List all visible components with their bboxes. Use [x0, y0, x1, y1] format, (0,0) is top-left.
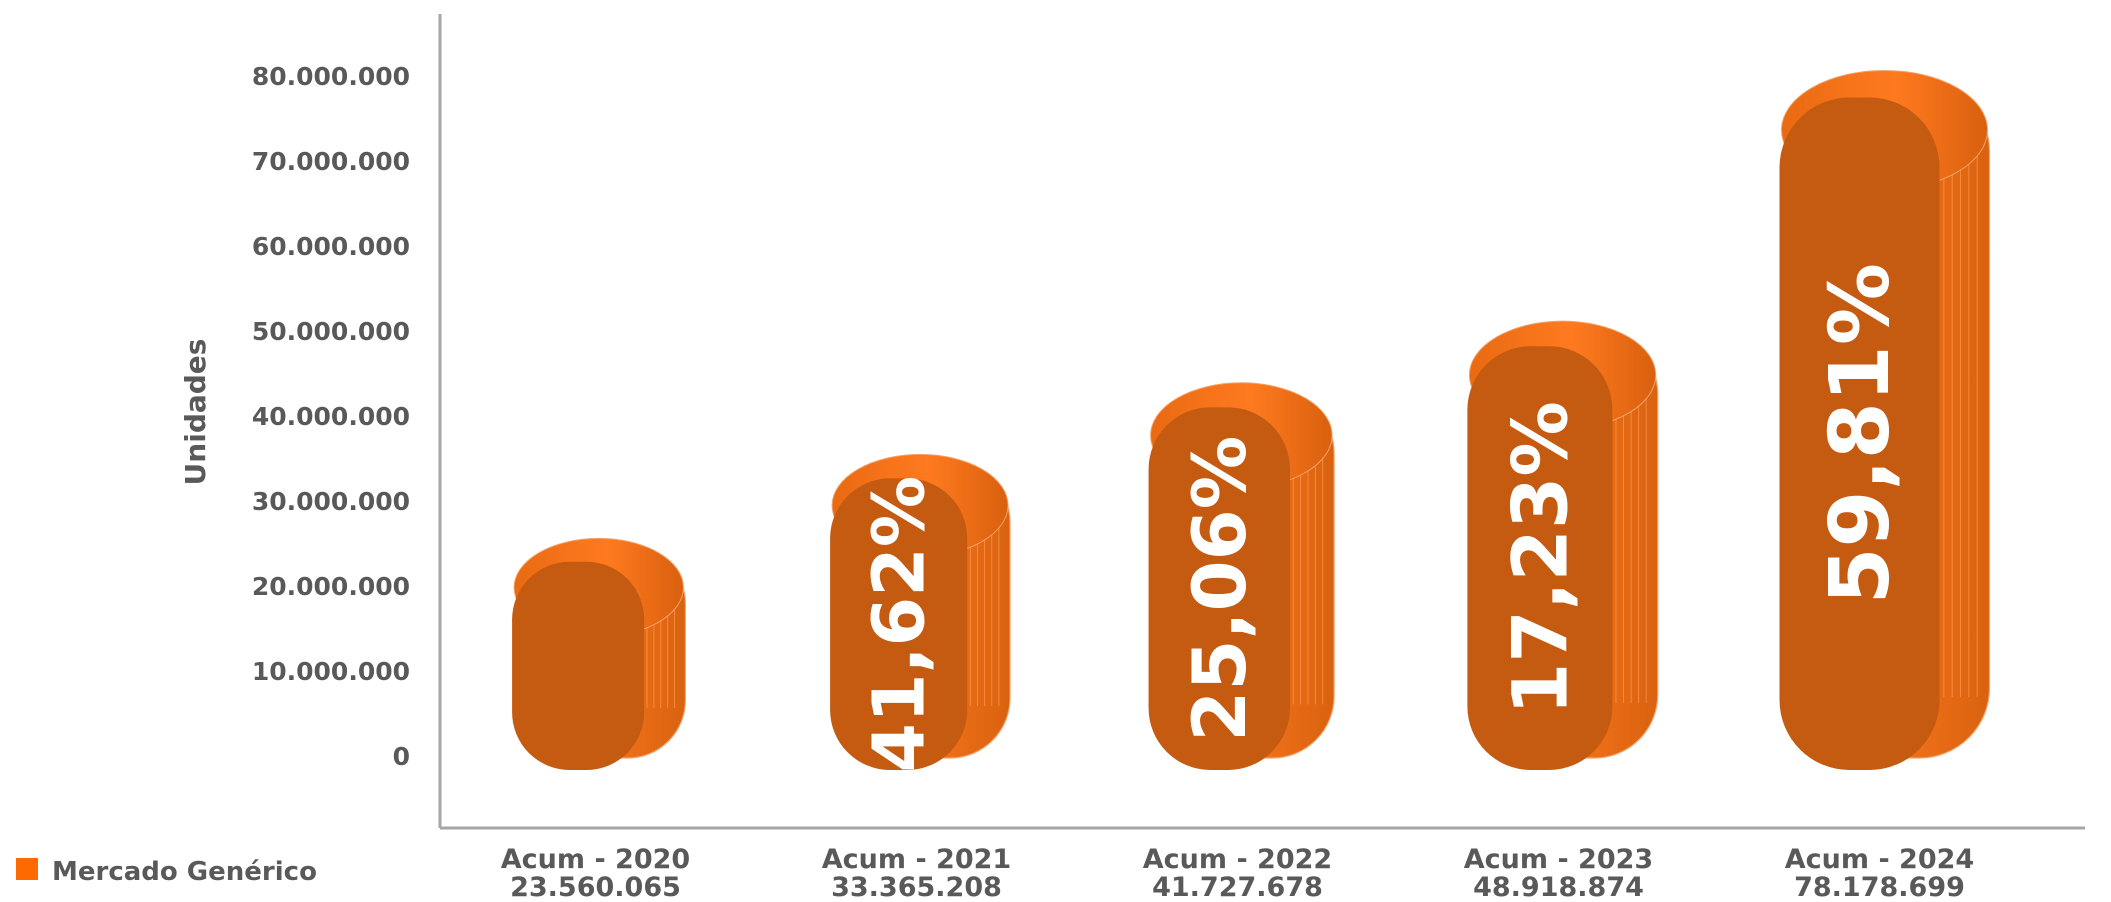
bar — [512, 537, 687, 770]
x-category-value: 23.560.065 — [510, 872, 681, 902]
bar-growth-label: 59,81% — [1813, 263, 1908, 605]
bar-front — [512, 561, 645, 770]
bar: 41,62% — [830, 453, 1011, 773]
y-tick-label: 80.000.000 — [252, 62, 410, 91]
x-category-value: 48.918.874 — [1473, 872, 1644, 902]
legend-swatch — [16, 858, 38, 880]
bar: 59,81% — [1779, 69, 1991, 770]
bar-front — [1467, 346, 1613, 770]
bars: 41,62% 25,06% 17,23% 59,81% — [512, 69, 1991, 773]
y-tick-label: 60.000.000 — [252, 232, 410, 261]
axes — [438, 14, 2085, 830]
x-category-value: 41.727.678 — [1152, 872, 1323, 902]
x-category-label: Acum - 2020 — [501, 844, 690, 875]
x-category-value: 33.365.208 — [831, 872, 1002, 902]
y-tick-label: 70.000.000 — [252, 147, 410, 176]
bar-front — [1779, 97, 1940, 770]
y-tick-label: 10.000.000 — [252, 657, 410, 686]
y-tick-label: 30.000.000 — [252, 487, 410, 516]
legend-label: Mercado Genérico — [52, 857, 317, 887]
bar-front — [830, 478, 968, 770]
bar: 25,06% — [1148, 382, 1335, 770]
bar-front — [1148, 407, 1290, 770]
y-tick-label: 50.000.000 — [252, 317, 410, 346]
y-axis-label: Unidades — [179, 339, 212, 486]
y-axis-ticks: 80.000.000 70.000.000 60.000.000 50.000.000… — [252, 62, 410, 771]
x-category-value: 78.178.699 — [1794, 872, 1965, 902]
x-category-label: Acum - 2022 — [1143, 844, 1332, 875]
x-category-label: Acum - 2024 — [1785, 844, 1974, 875]
y-tick-label: 0 — [393, 742, 410, 771]
y-tick-label: 20.000.000 — [252, 572, 410, 601]
x-category-label: Acum - 2021 — [822, 844, 1011, 875]
y-tick-label: 40.000.000 — [252, 402, 410, 431]
bar-growth-label: 41,62% — [858, 476, 941, 773]
bar-growth-label: 17,23% — [1496, 401, 1584, 715]
bar: 17,23% — [1467, 320, 1659, 770]
legend: Mercado Genérico — [16, 857, 317, 887]
bar-growth-label: 25,06% — [1178, 436, 1263, 742]
x-category-label: Acum - 2023 — [1464, 844, 1653, 875]
